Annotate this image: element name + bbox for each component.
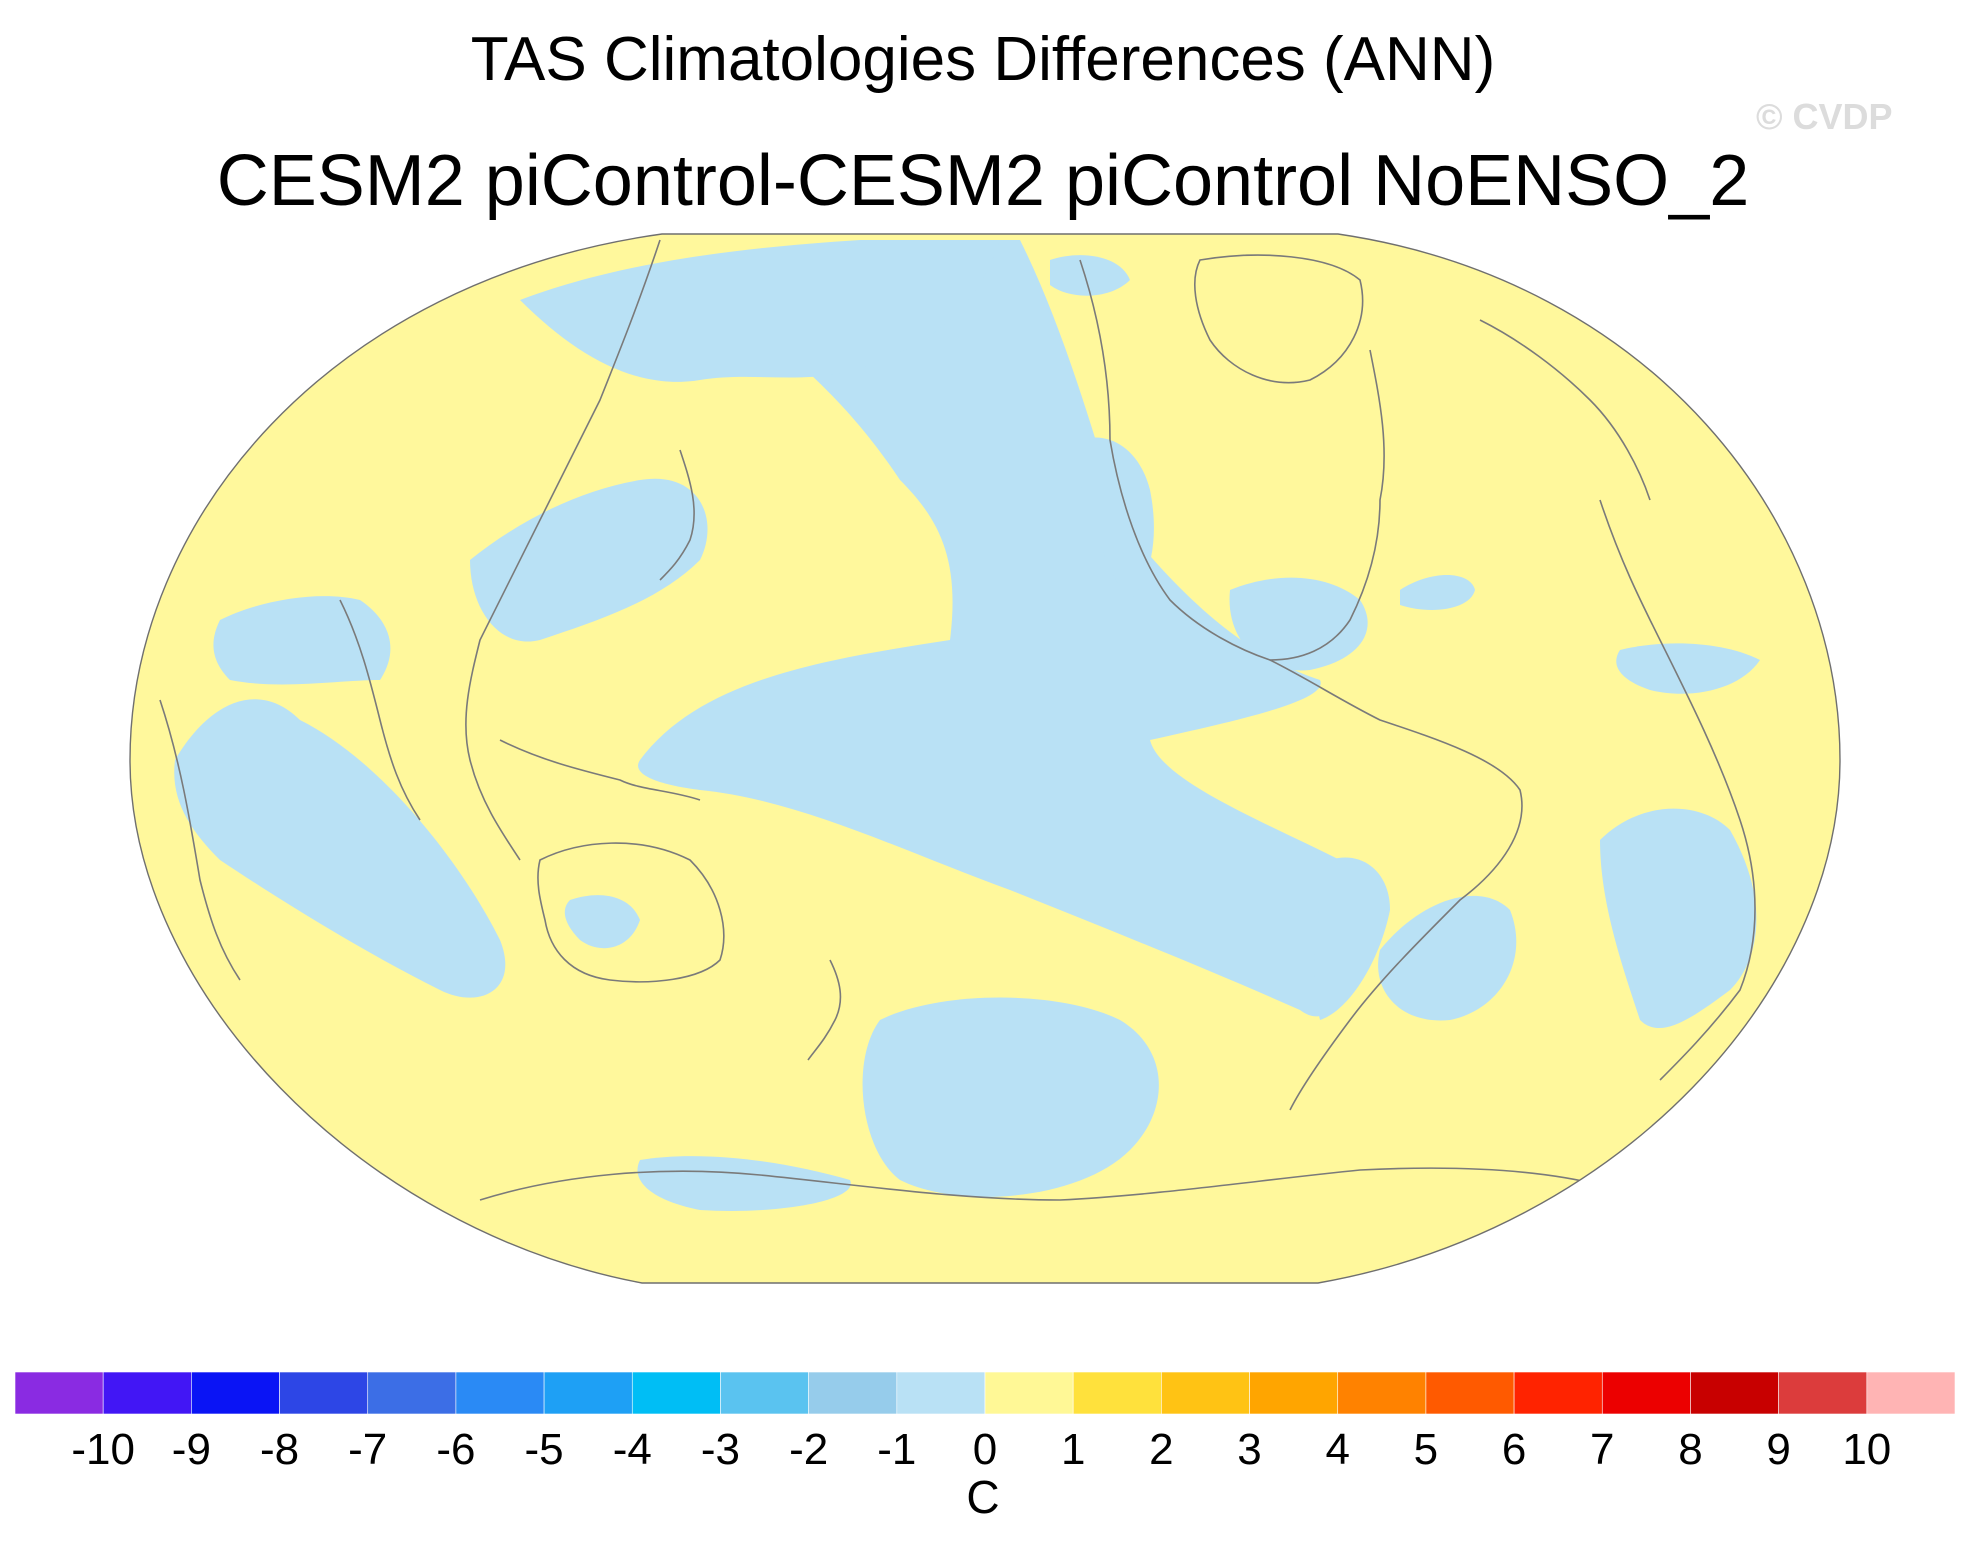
- africa-coastline: [1599, 499, 1756, 1081]
- indian-ocean-cool-region: [174, 699, 506, 998]
- colorbar-box: [808, 1371, 898, 1415]
- map-fill: [130, 234, 1840, 1283]
- colorbar-box: [279, 1371, 369, 1415]
- colorbar-tick-label: -8: [260, 1425, 299, 1474]
- colorbar-box: [1690, 1371, 1779, 1415]
- colorbar-tick-label: 4: [1325, 1425, 1349, 1474]
- colorbar-box: [455, 1371, 545, 1415]
- australia-coastline: [537, 842, 725, 983]
- western-us-cool-region: [1080, 437, 1154, 600]
- colorbar-tick-label: -3: [701, 1425, 740, 1474]
- colorbar-tick-label: -10: [71, 1425, 135, 1474]
- india-coastline: [339, 599, 421, 821]
- colorbar-box: [1072, 1371, 1162, 1415]
- south-america-coastline: [1269, 659, 1523, 1111]
- colorbar-box: [1778, 1371, 1868, 1415]
- colorbar-box: [367, 1371, 457, 1415]
- south-asia-cool-region: [213, 596, 391, 685]
- figure-title: TAS Climatologies Differences (ANN): [470, 25, 1496, 94]
- colorbar-tick-label: -2: [789, 1425, 828, 1474]
- colorbar-box: [1513, 1371, 1603, 1415]
- colorbar-box: [984, 1371, 1074, 1415]
- colorbar-box: [543, 1371, 633, 1415]
- pacific-cool-tongue: [638, 240, 1348, 1017]
- map-boundary: [129, 233, 1841, 1284]
- colorbar-tick-label: 9: [1766, 1425, 1790, 1474]
- colorbar-tick-label: -5: [525, 1425, 564, 1474]
- colorbar-box: [1337, 1371, 1427, 1415]
- east-africa-coastline: [159, 699, 241, 981]
- southern-pacific-cool-region: [862, 997, 1159, 1197]
- credit-watermark: © CVDP: [1756, 96, 1893, 137]
- colorbar-labels: -10 -9 -8 -7 -6 -5 -4 -3 -2 -1 0 1 2 3 4 5 6 7 8 9 10: [71, 1425, 1891, 1474]
- north-america-coastline: [1079, 259, 1385, 661]
- colorbar-tick-label: -4: [613, 1425, 652, 1474]
- colorbar-tick-label: -9: [172, 1425, 211, 1474]
- north-pacific-cool-region: [520, 240, 1000, 382]
- caribbean-cool-region: [1229, 577, 1368, 671]
- negative-anomaly-regions: [174, 240, 1760, 1211]
- coastlines: [159, 239, 1756, 1201]
- colorbar-tick-label: 10: [1842, 1425, 1891, 1474]
- colorbar-box: [1601, 1371, 1691, 1415]
- south-atlantic-cool-region: [1378, 895, 1517, 1021]
- colorbar-tick-label: 0: [973, 1425, 997, 1474]
- colorbar-box: [631, 1371, 721, 1415]
- asia-coastline: [465, 239, 661, 861]
- colorbar-tick-label: 6: [1502, 1425, 1526, 1474]
- colorbar-tick-label: 2: [1149, 1425, 1173, 1474]
- colorbar-box: [1249, 1371, 1339, 1415]
- colorbar-tick-label: 7: [1590, 1425, 1614, 1474]
- colorbar-tick-label: -6: [436, 1425, 475, 1474]
- colorbar-box: [720, 1371, 809, 1415]
- figure-subtitle: CESM2 piControl-CESM2 piControl NoENSO_2: [216, 141, 1750, 221]
- colorbar-box: [1161, 1371, 1250, 1415]
- indonesia-coastline: [499, 739, 701, 801]
- colorbar-boxes: [14, 1371, 1956, 1415]
- new-zealand-coastline: [807, 959, 842, 1061]
- colorbar-box: [1866, 1371, 1956, 1415]
- colorbar-tick-label: 1: [1061, 1425, 1085, 1474]
- colorbar-tick-label: -1: [877, 1425, 916, 1474]
- southeast-atlantic-cool-region: [1600, 808, 1757, 1029]
- south-america-cool-region: [1314, 857, 1390, 1020]
- africa-cool-region: [1616, 643, 1760, 694]
- colorbar-tick-label: -7: [348, 1425, 387, 1474]
- antarctica-coastline: [479, 1167, 1601, 1201]
- europe-coastline: [1479, 319, 1651, 501]
- antarctic-cool-region: [637, 1156, 851, 1211]
- colorbar-box: [191, 1371, 280, 1415]
- alaska-cool-region: [1050, 255, 1130, 296]
- colorbar-box: [1425, 1371, 1515, 1415]
- colorbar-units: C: [966, 1471, 1000, 1523]
- colorbar-tick-label: 8: [1678, 1425, 1702, 1474]
- north-atlantic-cool-region: [1400, 575, 1475, 610]
- japan-coastline: [659, 449, 695, 581]
- colorbar-tick-label: 3: [1237, 1425, 1261, 1474]
- colorbar-tick-label: 5: [1414, 1425, 1438, 1474]
- colorbar-box: [102, 1371, 192, 1415]
- colorbar-box: [896, 1371, 986, 1415]
- australia-cool-region: [564, 895, 640, 949]
- colorbar-box: [14, 1371, 104, 1415]
- east-asia-cool-region: [470, 478, 708, 642]
- greenland-coastline: [1194, 254, 1364, 384]
